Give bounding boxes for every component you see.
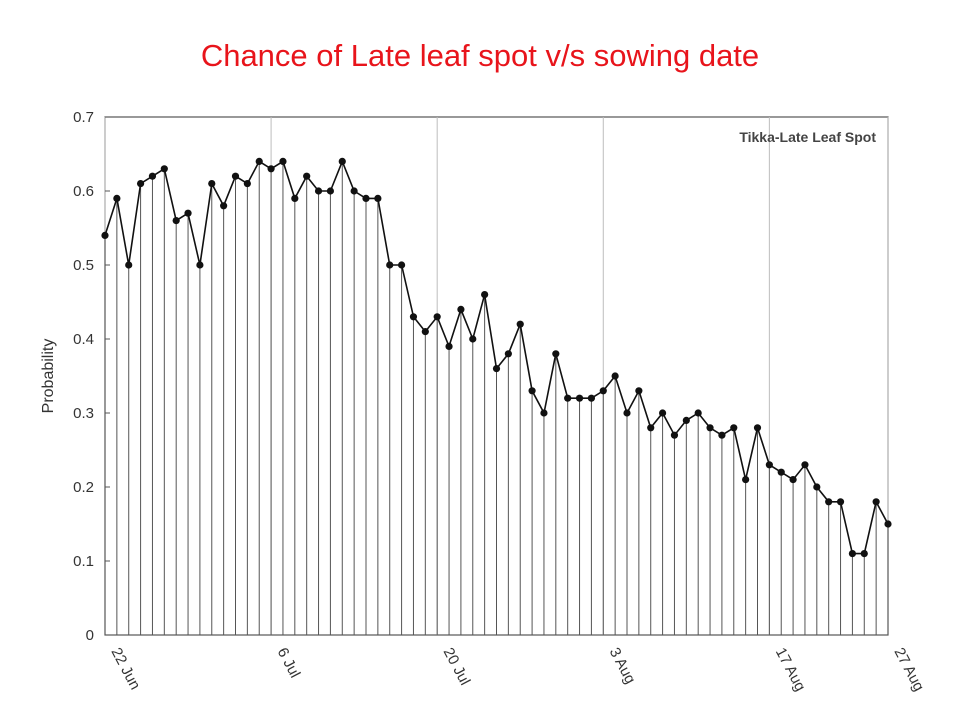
data-point [125, 261, 133, 269]
data-point [291, 194, 299, 202]
y-tick-label: 0.3 [73, 405, 94, 422]
data-point [658, 409, 667, 417]
data-point [231, 172, 240, 180]
data-point [587, 394, 596, 402]
y-tick-label: 0.4 [73, 331, 94, 348]
x-tick-label: 27 Aug [890, 645, 927, 694]
data-point [208, 180, 216, 188]
data-point [469, 335, 477, 343]
data-point [457, 305, 465, 313]
x-tick-label: 17 Aug [772, 645, 809, 694]
legend-label: Tikka-Late Leaf Spot [739, 129, 876, 145]
data-point [350, 187, 358, 195]
y-tick-label: 0.7 [73, 109, 94, 126]
series-markers [101, 157, 892, 558]
data-point [172, 217, 180, 225]
data-point [314, 187, 323, 195]
data-point [386, 261, 394, 269]
data-point [374, 194, 382, 202]
data-point [670, 431, 679, 439]
drop-lines [104, 161, 889, 635]
data-point [279, 157, 287, 165]
data-point [136, 180, 145, 188]
data-point [516, 320, 524, 328]
x-tick-label: 20 Jul [440, 645, 474, 688]
y-tick-label: 0.5 [73, 257, 94, 274]
data-point [184, 209, 192, 217]
data-point [730, 424, 738, 432]
data-point [148, 172, 157, 180]
data-point [623, 409, 631, 417]
data-point [694, 409, 702, 417]
y-tick-label: 0.6 [73, 183, 94, 200]
data-point [481, 291, 489, 299]
data-point [303, 172, 311, 180]
data-point [255, 157, 263, 165]
data-point [647, 424, 655, 432]
data-point [433, 313, 441, 321]
data-point [682, 416, 690, 424]
data-point [397, 261, 406, 269]
y-axis-title: Probability [40, 339, 57, 414]
x-axis: 22 Jun 6 Jul 20 Jul 3 Aug 17 Aug 27 Aug [107, 645, 927, 694]
y-axis: 0 0.1 0.2 0.3 0.4 0.5 0.6 0.7 [73, 109, 110, 644]
data-point [220, 202, 228, 210]
data-point [765, 461, 773, 469]
data-point [552, 350, 560, 358]
data-point [801, 461, 809, 469]
data-point [160, 165, 168, 173]
data-point [575, 394, 584, 402]
x-tick-label: 6 Jul [274, 645, 304, 681]
data-point [836, 498, 845, 506]
data-point [362, 194, 370, 202]
y-tick-label: 0.1 [73, 553, 94, 570]
data-point [101, 231, 109, 239]
data-point [564, 394, 572, 402]
data-point [540, 409, 548, 417]
data-point [196, 261, 204, 269]
data-point [113, 194, 121, 202]
data-point [813, 483, 821, 491]
data-point [492, 365, 501, 373]
slide-title: Chance of Late leaf spot v/s sowing date [200, 38, 760, 73]
data-point [326, 187, 335, 195]
x-tick-label: 3 Aug [606, 645, 639, 687]
data-point [504, 350, 512, 358]
data-point [421, 328, 429, 336]
x-tick-label: 22 Jun [107, 645, 143, 693]
data-point [409, 313, 418, 321]
data-point [635, 387, 643, 395]
data-point [742, 476, 750, 484]
data-point [611, 372, 619, 380]
data-point [267, 165, 275, 173]
data-point [706, 424, 714, 432]
data-point [789, 476, 797, 484]
data-point [860, 550, 868, 558]
data-point [528, 387, 536, 395]
data-point [884, 520, 892, 528]
data-point [718, 431, 726, 439]
data-point [338, 157, 346, 165]
y-tick-label: 0 [86, 627, 94, 644]
data-point [599, 387, 607, 395]
data-point [848, 550, 857, 558]
data-point [753, 424, 762, 432]
data-point [243, 180, 251, 188]
data-point [825, 498, 833, 506]
data-point [445, 342, 453, 350]
y-tick-label: 0.2 [73, 479, 94, 496]
data-point [872, 498, 880, 506]
data-point [777, 468, 785, 476]
